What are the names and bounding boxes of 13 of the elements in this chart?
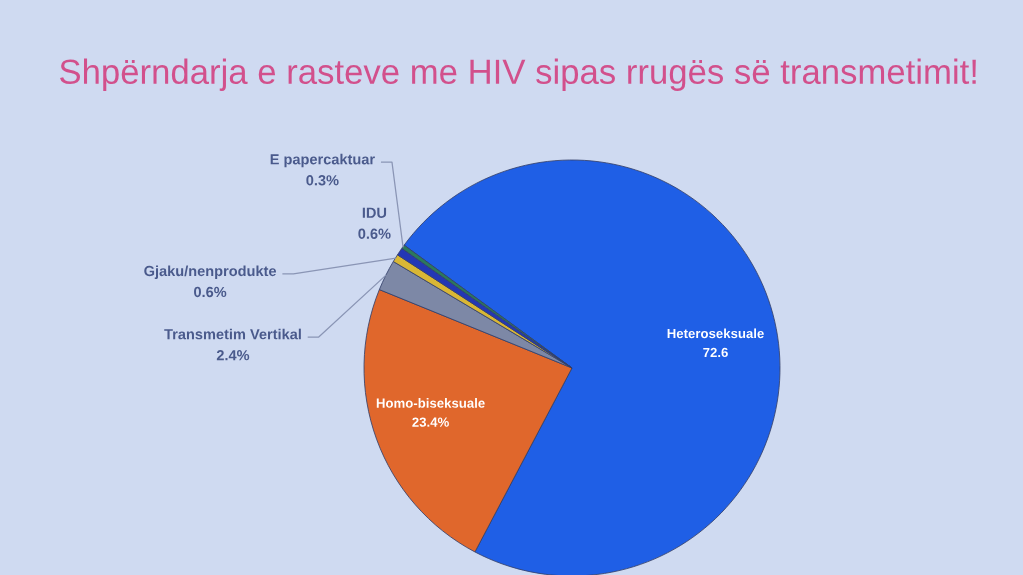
data-label: 0.6%	[358, 228, 391, 239]
data-label: 72.6	[703, 347, 728, 358]
data-label: 0.6%	[194, 286, 227, 298]
slice-label: Homo-biseksuale	[376, 398, 485, 408]
data-label: 23.4%	[412, 417, 449, 427]
slice-label: Heteroseksuale	[667, 328, 764, 339]
data-label: 2.4%	[216, 350, 250, 361]
slice-label: E papercaktuar	[270, 153, 375, 168]
data-label: 0.3%	[306, 175, 339, 186]
slice-label: Gjaku/nenprodukte	[144, 265, 277, 280]
slice-label: IDU	[362, 207, 387, 218]
chart-title: Shpërndarja e rasteve me HIV sipas rrugës së transmetimit!	[60, 58, 976, 91]
slice-label: Transmetim Vertikal	[164, 328, 301, 340]
